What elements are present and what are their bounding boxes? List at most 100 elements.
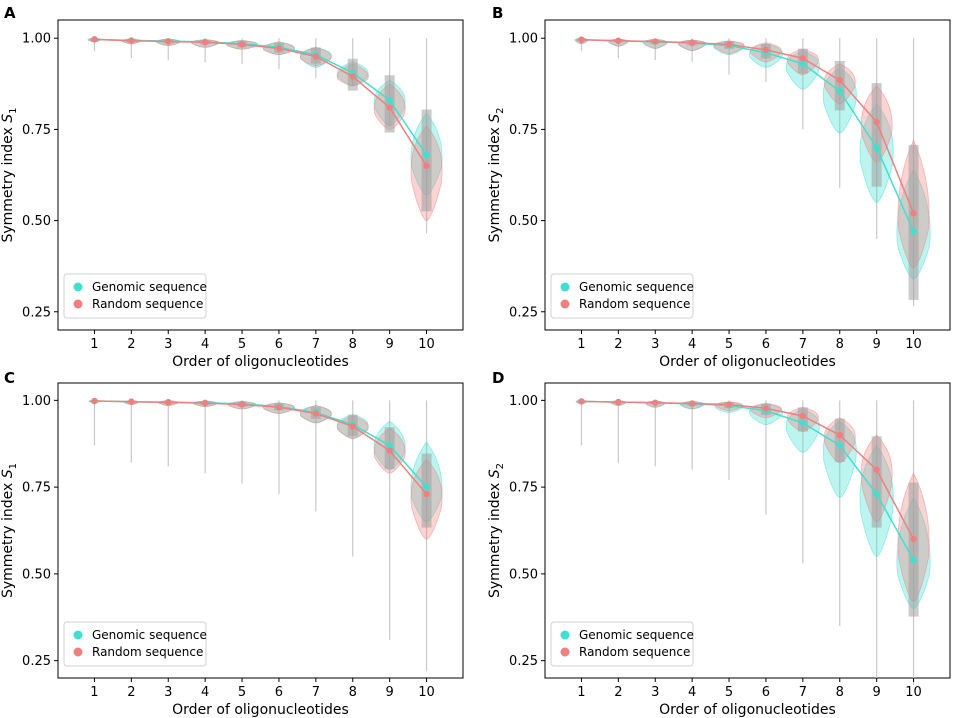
median-point-random	[91, 397, 98, 405]
legend-label-random: Random sequence	[92, 297, 203, 311]
box-iqr	[384, 75, 395, 133]
y-axis-label-text: Symmetry index	[0, 123, 16, 243]
median-point-genomic	[386, 97, 393, 104]
y-tick-label: 0.75	[509, 481, 538, 496]
median-point-genomic	[423, 483, 430, 491]
median-point-genomic	[836, 87, 843, 95]
x-tick-label: 9	[873, 685, 881, 700]
median-point-random	[615, 398, 622, 406]
x-tick-label: 2	[127, 685, 135, 700]
median-point-random	[386, 447, 393, 454]
median-point-random	[275, 404, 283, 411]
x-tick-label: 8	[349, 685, 357, 700]
x-tick-label: 1	[577, 337, 585, 352]
y-axis-label-text: Symmetry index	[487, 478, 503, 598]
panel-letter: C	[4, 369, 15, 387]
plot-frame	[57, 19, 464, 331]
x-tick-label: 2	[127, 337, 135, 352]
median-point-random	[201, 39, 209, 46]
median-point-random	[423, 162, 430, 170]
box-iqr	[908, 482, 919, 617]
median-point-genomic	[386, 442, 393, 449]
legend-marker-genomic	[560, 630, 570, 640]
median-point-random	[165, 38, 172, 45]
x-tick-label: 6	[762, 685, 770, 700]
median-point-random	[201, 399, 209, 407]
x-axis-label: Order of oligonucleotides	[659, 702, 836, 718]
x-tick-label: 10	[418, 685, 435, 700]
median-point-random	[312, 410, 320, 417]
median-point-random	[910, 210, 917, 217]
y-tick-label: 1.00	[509, 32, 538, 47]
legend-box	[63, 621, 207, 667]
x-tick-label: 10	[905, 337, 922, 352]
x-tick-label: 2	[614, 685, 622, 700]
median-point-random	[873, 466, 880, 473]
x-axis-label: Order of oligonucleotides	[172, 702, 349, 718]
panel-letter: A	[4, 4, 16, 22]
median-point-random	[799, 55, 807, 62]
y-axis-label-sub: 1	[8, 107, 19, 113]
y-tick-label: 0.75	[22, 481, 51, 496]
median-point-random	[725, 401, 733, 408]
median-point-random	[275, 45, 283, 52]
y-tick-label: 0.25	[22, 654, 51, 669]
x-tick-label: 10	[418, 337, 435, 352]
median-line-random	[94, 400, 428, 495]
median-point-random	[910, 535, 917, 543]
x-tick-label: 7	[799, 337, 807, 352]
x-tick-label: 7	[799, 685, 807, 700]
median-point-random	[873, 118, 880, 126]
median-point-genomic	[910, 228, 917, 235]
panel-letter: D	[492, 369, 504, 387]
median-point-random	[578, 36, 585, 43]
y-tick-label: 0.50	[509, 214, 538, 229]
x-tick-label: 4	[201, 337, 209, 352]
median-point-random	[799, 412, 807, 420]
x-tick-label: 9	[873, 337, 881, 352]
median-point-random	[349, 73, 356, 80]
median-point-genomic	[836, 442, 843, 449]
x-tick-label: 4	[201, 685, 209, 700]
y-tick-label: 0.50	[509, 567, 538, 582]
median-point-random	[349, 423, 356, 430]
y-axis-label: Symmetry index S1	[0, 463, 19, 598]
panel-letter: B	[492, 4, 503, 22]
x-axis-label: Order of oligonucleotides	[659, 354, 836, 370]
x-tick-label: 6	[275, 337, 283, 352]
box-iqr	[421, 453, 432, 528]
y-axis-label-var: S	[0, 469, 16, 478]
box-iqr	[421, 109, 432, 212]
x-tick-label: 3	[164, 685, 172, 700]
x-tick-label: 2	[614, 337, 622, 352]
y-axis-label-sub: 1	[8, 463, 19, 469]
y-tick-label: 1.00	[22, 394, 51, 409]
y-tick-label: 1.00	[509, 394, 538, 409]
panel-c: C 0.25 0.50 0.75 1.00 1 2 3 4 5 6 7 8 9 10 Order of oli…	[0, 369, 464, 718]
x-tick-label: 1	[90, 337, 98, 352]
plot-frame	[57, 382, 464, 679]
median-line-random	[581, 400, 915, 540]
x-tick-label: 8	[349, 337, 357, 352]
x-axis-label: Order of oligonucleotides	[172, 354, 349, 370]
median-point-random	[652, 399, 659, 406]
x-tick-label: 7	[312, 685, 320, 700]
y-tick-label: 0.75	[509, 123, 538, 138]
legend-box	[550, 621, 694, 667]
box-iqr	[834, 418, 845, 462]
y-axis-label-var: S	[487, 114, 503, 123]
legend-marker-genomic	[73, 282, 83, 292]
median-point-random	[578, 398, 585, 405]
legend-label-genomic: Genomic sequence	[92, 628, 207, 642]
y-tick-label: 0.75	[22, 123, 51, 138]
y-axis-label: Symmetry index S1	[0, 107, 19, 242]
median-point-random	[688, 39, 696, 46]
median-point-random	[312, 53, 320, 60]
y-axis-label-text: Symmetry index	[0, 478, 16, 598]
x-tick-label: 4	[688, 337, 696, 352]
panel-d: D 0.25 0.50 0.75 1.00 1 2 3 4 5 6 7 8 9 10 Order of oli…	[487, 369, 951, 718]
median-point-random	[762, 46, 770, 54]
legend-label-genomic: Genomic sequence	[92, 280, 207, 294]
x-tick-label: 6	[275, 685, 283, 700]
